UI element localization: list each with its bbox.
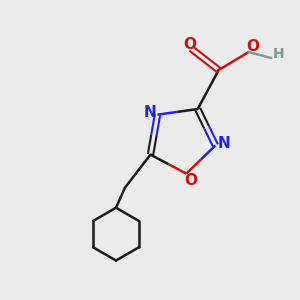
Text: N: N <box>144 105 156 120</box>
Text: O: O <box>247 39 260 54</box>
Text: N: N <box>218 136 230 152</box>
Text: O: O <box>184 37 197 52</box>
Text: O: O <box>184 173 197 188</box>
Text: H: H <box>273 46 284 61</box>
